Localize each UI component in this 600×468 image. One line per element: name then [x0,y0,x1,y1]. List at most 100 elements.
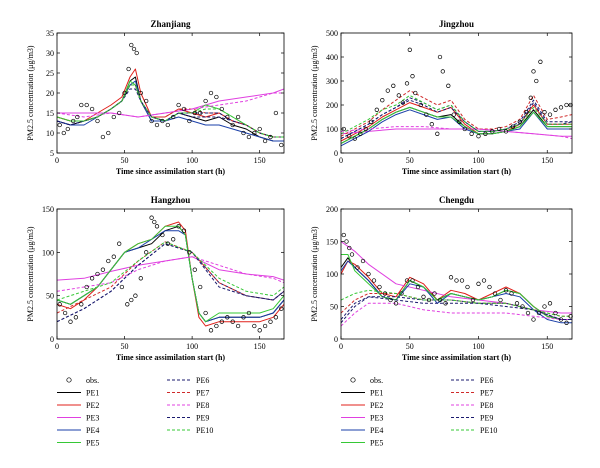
obs-point [230,122,235,128]
obs-point [404,278,410,283]
y-tick-label: 30 [46,49,54,58]
obs-point [252,323,257,329]
x-tick-label: 150 [254,156,266,165]
obs-point [79,102,84,108]
y-tick-label: 200 [326,101,338,110]
obs-point [241,315,246,320]
legend-label: PE9 [480,414,493,423]
obs-point [62,310,68,316]
obs-point [208,90,214,96]
obs-point [214,94,219,100]
obs-point [404,81,410,86]
obs-point [246,134,252,140]
series-line-pe5 [57,80,284,138]
obs-point [165,241,170,246]
series-line-pe3 [341,241,572,314]
obs-point [219,319,224,324]
series-line-pe9 [341,296,572,324]
obs-point [503,129,509,134]
y-tick-label: 50 [46,292,54,301]
obs-point [106,258,111,264]
obs-point [349,252,355,257]
legend-label: PE6 [196,376,209,385]
obs-point [125,302,130,307]
obs-point [198,284,203,290]
obs-point [225,315,230,320]
obs-point [257,126,262,132]
panel-chengdu: 0 50 100 150 0 50 100 150 200 Chengdu Time since a… [310,195,573,362]
x-tick-label: 100 [473,156,485,165]
obs-point [100,134,106,140]
obs-point [424,112,429,117]
obs-point [487,284,492,290]
legend-label: PE3 [370,414,383,423]
obs-point [564,102,569,108]
obs-point [437,54,443,60]
obs-point [61,130,66,136]
obs-point [454,278,459,283]
y-tick-label: 0 [50,335,54,344]
obs-point [252,130,257,136]
series-line-pe10 [57,84,284,138]
x-tick-label: 100 [473,342,485,351]
obs-point [382,291,388,296]
legend-label: PE4 [86,426,99,435]
obs-point [360,258,366,264]
x-tick-label: 100 [186,342,198,351]
obs-point [279,142,284,148]
obs-point [192,110,197,116]
obs-point [129,297,134,303]
obs-point [214,323,219,329]
obs-point [388,297,393,303]
obs-point [534,78,539,84]
obs-point [71,118,76,124]
obs-point [490,129,495,134]
legend-label: PE5 [370,439,383,448]
y-tick-label: 25 [46,69,54,78]
obs-point [138,90,143,96]
x-tick-label: 0 [339,156,343,165]
x-axis-label: Time since assimilation start (h) [116,353,226,362]
legend-label: obs. [370,376,383,385]
obs-point [57,122,62,128]
y-axis-label: PM2.5 concentration (μg/m3) [26,45,35,140]
obs-point [154,122,160,128]
y-tick-label: 50 [330,303,338,312]
obs-point [435,131,440,136]
obs-point [111,254,116,259]
series-line-pe3 [57,88,284,118]
y-tick-label: 10 [46,129,54,138]
obs-point [483,131,488,136]
obs-point [391,83,396,88]
obs-point [235,114,241,120]
obs-point [481,278,487,283]
legend-label: PE1 [370,389,383,398]
obs-point [347,134,352,139]
chart-title: Zhanjiang [150,19,191,29]
obs-point [399,291,404,296]
obs-point [498,297,503,303]
obs-point [225,114,230,120]
series-line-pe2 [341,102,572,142]
obs-point [154,224,160,229]
x-tick-label: 0 [339,342,343,351]
legend-label: PE3 [86,414,99,423]
series-line-pe10 [57,241,284,301]
obs-point [509,291,514,296]
series-line-pe8 [57,92,284,118]
obs-point [165,122,170,128]
obs-point [198,110,203,116]
obs-point [514,301,520,306]
obs-point [462,126,467,132]
obs-point [89,276,95,281]
panel-zhanjiang: 0 50 100 150 5 10 15 20 25 30 35 Zhanjiang Time sinc… [26,19,285,176]
obs-point [129,42,134,48]
obs-point [279,306,284,311]
legend-label: PE6 [480,376,493,385]
y-tick-label: 200 [326,205,338,214]
obs-point [443,301,448,306]
obs-point [176,102,181,108]
obs-point [429,122,434,127]
obs-point [187,118,192,124]
obs-point [385,88,390,93]
